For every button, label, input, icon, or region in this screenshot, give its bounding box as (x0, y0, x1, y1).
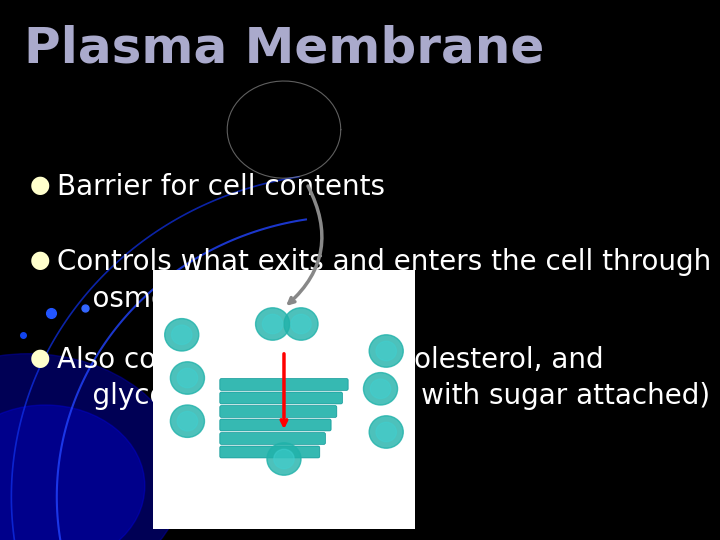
Text: ●: ● (30, 346, 50, 369)
Circle shape (376, 422, 397, 442)
Circle shape (171, 362, 204, 394)
Circle shape (262, 314, 283, 334)
FancyBboxPatch shape (220, 419, 331, 431)
Text: ●: ● (30, 173, 50, 197)
Text: Plasma Membrane: Plasma Membrane (24, 25, 544, 72)
Circle shape (177, 411, 198, 431)
Circle shape (171, 405, 204, 437)
Circle shape (291, 314, 311, 334)
FancyBboxPatch shape (220, 446, 320, 458)
FancyBboxPatch shape (220, 406, 337, 417)
Text: Also contains proteins, cholesterol, and
    glycoproteins (proteins with sugar : Also contains proteins, cholesterol, and… (57, 346, 710, 410)
Circle shape (274, 449, 294, 469)
Circle shape (376, 341, 397, 361)
FancyBboxPatch shape (220, 433, 325, 444)
Circle shape (256, 308, 289, 340)
Circle shape (171, 325, 192, 345)
Circle shape (370, 379, 391, 399)
Ellipse shape (0, 354, 184, 540)
Ellipse shape (0, 405, 145, 540)
Circle shape (284, 308, 318, 340)
Text: Controls what exits and enters the cell through
    osmosis and diffusion: Controls what exits and enters the cell … (57, 248, 711, 313)
Circle shape (364, 373, 397, 405)
Circle shape (165, 319, 199, 351)
Circle shape (177, 368, 198, 388)
FancyBboxPatch shape (220, 379, 348, 390)
Text: Barrier for cell contents: Barrier for cell contents (57, 173, 384, 201)
Text: ●: ● (30, 248, 50, 272)
FancyBboxPatch shape (153, 270, 415, 529)
Circle shape (369, 335, 403, 367)
Circle shape (369, 416, 403, 448)
Circle shape (267, 443, 301, 475)
FancyBboxPatch shape (220, 392, 343, 404)
